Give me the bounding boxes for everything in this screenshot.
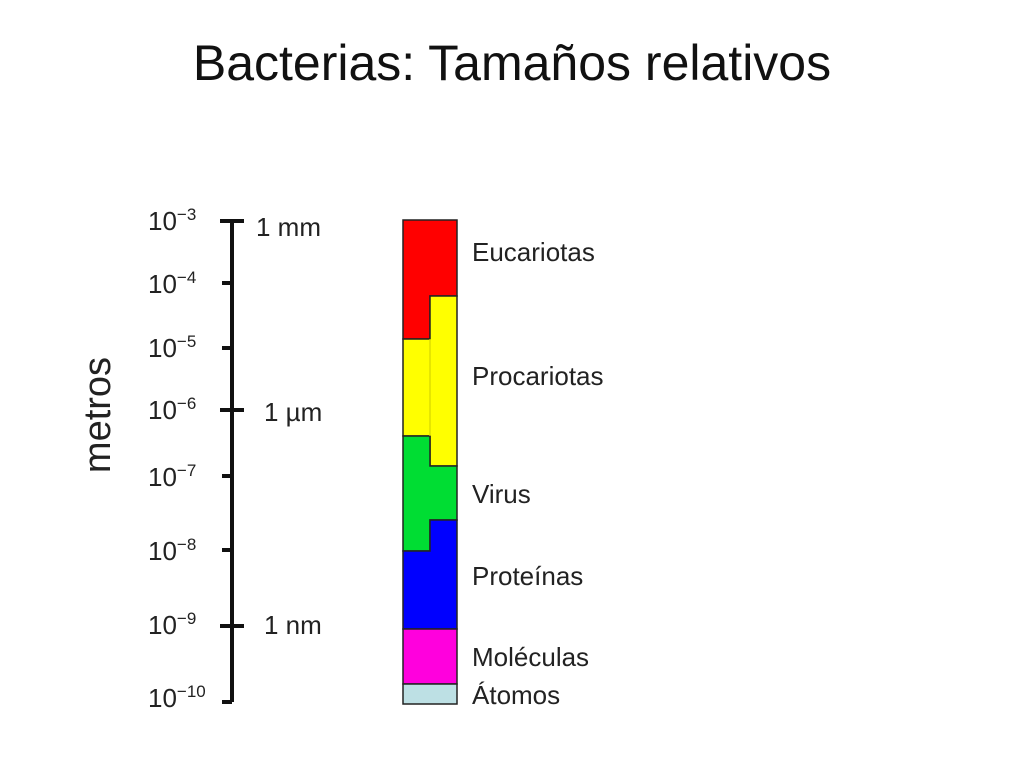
label-eucariotas: Eucariotas	[472, 237, 595, 267]
label-proteinas: Proteínas	[472, 561, 583, 591]
tick-label: 10−8	[148, 535, 196, 566]
label-atomos: Átomos	[472, 680, 560, 710]
slide-title: Bacterias: Tamaños relativos	[192, 35, 832, 91]
tick-label: 10−10	[148, 682, 206, 713]
label-moleculas: Moléculas	[472, 642, 589, 672]
axis-label: metros	[77, 357, 119, 473]
range-atomos	[402, 683, 458, 705]
unit-label-nm: 1 nm	[264, 610, 322, 640]
label-virus: Virus	[472, 479, 531, 509]
tick-label: 10−3	[148, 205, 196, 236]
tick-label: 10−7	[148, 461, 196, 492]
range-moleculas	[402, 628, 458, 685]
label-procariotas: Procariotas	[472, 361, 604, 391]
unit-label-mm: 1 mm	[256, 212, 321, 242]
unit-label-um: 1 µm	[264, 397, 322, 427]
tick-label: 10−9	[148, 609, 196, 640]
tick-label: 10−6	[148, 394, 196, 425]
tick-label: 10−5	[148, 332, 196, 363]
tick-label: 10−4	[148, 268, 196, 299]
